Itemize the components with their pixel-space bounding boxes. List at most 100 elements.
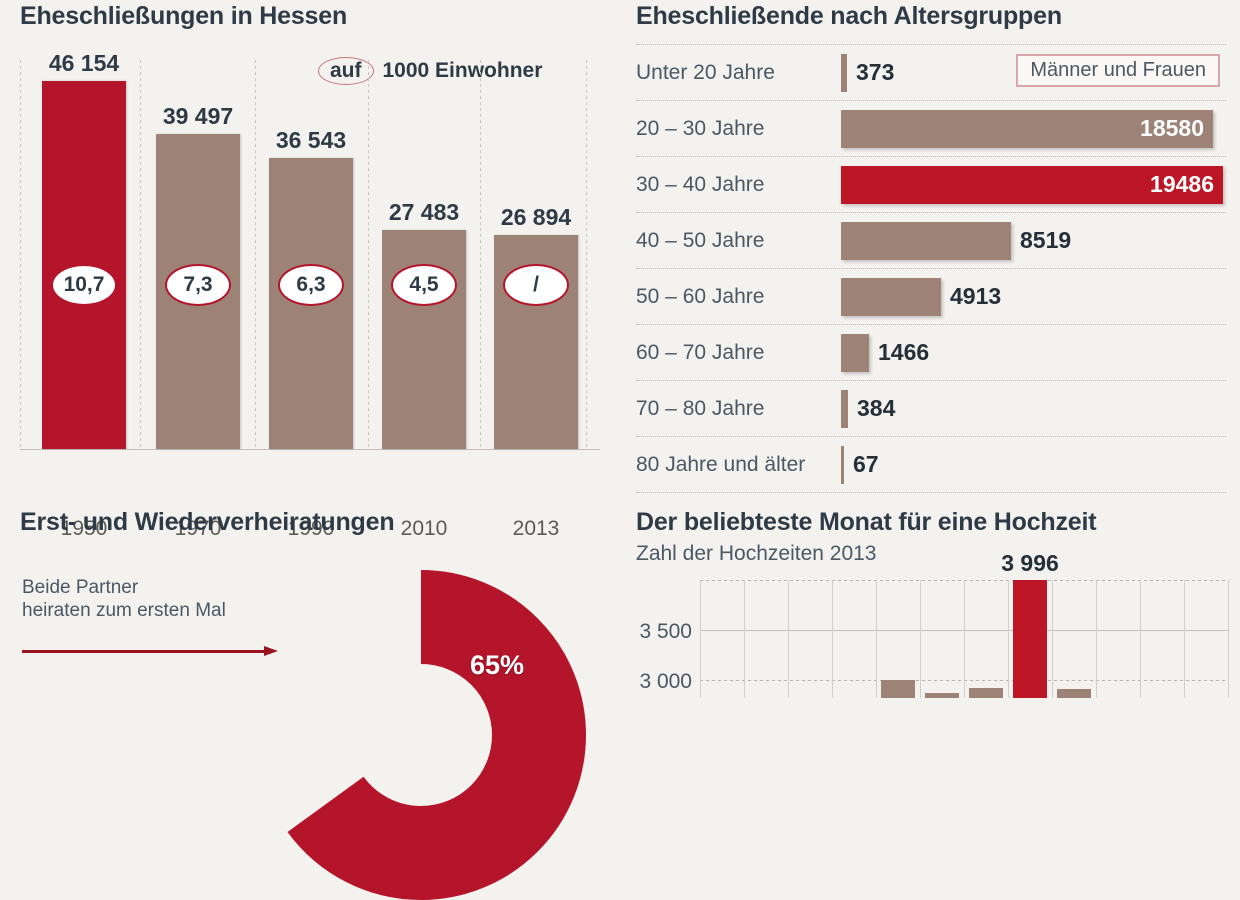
- bar-value-2010: 27 483: [388, 199, 460, 225]
- rate-bubble-2013: /: [503, 264, 569, 306]
- remarriage-donut-chart: [256, 570, 586, 900]
- bar-group: 46 154 10,7 1950: [42, 50, 126, 540]
- row-bar-area: 1466: [841, 325, 1226, 380]
- per-1000-text: 1000 Einwohner: [382, 59, 543, 82]
- rate-bubble-1950: 10,7: [51, 264, 117, 306]
- row-label: 70 – 80 Jahre: [636, 396, 765, 420]
- row-label: 50 – 60 Jahre: [636, 284, 765, 308]
- agegroups-table: Unter 20 Jahre 373 Männer und Frauen 20 …: [636, 44, 1226, 493]
- rate-bubble-1990: 6,3: [278, 264, 344, 306]
- month-bar-7: [969, 688, 1003, 698]
- row-bar: 18580: [841, 109, 1213, 148]
- bar-group: 27 483 4,5 2010: [382, 59, 466, 540]
- row-bar: [841, 389, 848, 428]
- bar-group: 36 543 6,3 1990: [269, 59, 353, 540]
- gridline: [1228, 580, 1229, 698]
- table-row: 20 – 30 Jahre 18580: [636, 100, 1226, 156]
- bar-label-1950: 1950: [60, 517, 108, 540]
- gridline: [744, 580, 745, 698]
- marriages-plot: 46 154 10,7 1950 39 497 7,3 1970 36 543 …: [20, 50, 600, 540]
- table-row: 30 – 40 Jahre 19486: [636, 156, 1226, 212]
- month-bar-8-highlight: [1013, 580, 1047, 698]
- row-bar-area: 373 Männer und Frauen: [841, 45, 1226, 100]
- gridline: [832, 580, 833, 698]
- row-value: 4913: [950, 283, 1002, 309]
- row-label: 20 – 30 Jahre: [636, 116, 765, 140]
- table-row: 40 – 50 Jahre 8519: [636, 212, 1226, 268]
- row-value: 18580: [1140, 115, 1204, 141]
- month-subtitle: Zahl der Hochzeiten 2013: [636, 542, 877, 565]
- row-bar: [841, 53, 847, 92]
- bar-group: 26 894 / 2013: [494, 59, 578, 540]
- row-label: 80 Jahre und älter: [636, 452, 806, 476]
- month-plot: 3 500 3 000 3 996: [639, 550, 1229, 698]
- gridline: [1184, 580, 1185, 698]
- row-bar: [841, 221, 1011, 260]
- month-title: Der beliebteste Monat für eine Hochzeit: [636, 508, 1097, 536]
- auf-oval-label: auf: [318, 57, 374, 85]
- row-bar-highlight: 19486: [841, 165, 1223, 204]
- donut-percent-label: 65%: [470, 650, 525, 680]
- month-bar-6: [925, 693, 959, 698]
- gridline: [700, 580, 701, 698]
- caption-line-1: Beide Partner: [22, 577, 139, 598]
- gridline: [1140, 580, 1141, 698]
- gridline: [368, 60, 369, 450]
- bar-label-2013: 2013: [512, 517, 560, 540]
- month-bar-5: [881, 680, 915, 698]
- bar-label-2010: 2010: [400, 517, 448, 540]
- bar-value-1950: 46 154: [48, 50, 120, 76]
- agegroups-panel: Eheschließende nach Altersgruppen Unter …: [622, 0, 1240, 500]
- table-row: 60 – 70 Jahre 1466: [636, 324, 1226, 380]
- row-bar-area: 8519: [841, 213, 1226, 268]
- table-row: 80 Jahre und älter 67: [636, 436, 1226, 493]
- bar-value-1970: 39 497: [162, 103, 234, 129]
- row-value: 373: [856, 59, 895, 85]
- row-label: 30 – 40 Jahre: [636, 172, 765, 196]
- legend-badge: Männer und Frauen: [1016, 54, 1220, 87]
- gridline: [586, 60, 587, 450]
- gridline: [140, 60, 141, 450]
- row-label: Unter 20 Jahre: [636, 60, 775, 84]
- rate-bubble-1970: 7,3: [165, 264, 231, 306]
- bar-value-2013: 26 894: [500, 204, 572, 230]
- gridline: [20, 60, 21, 450]
- remarriage-caption: Beide Partner heiraten zum ersten Mal: [22, 576, 226, 622]
- row-value: 67: [853, 451, 879, 477]
- caption-line-2: heiraten zum ersten Mal: [22, 600, 226, 622]
- bar-group: 39 497 7,3 1970: [156, 59, 240, 540]
- gridline: [255, 60, 256, 450]
- table-row: Unter 20 Jahre 373 Männer und Frauen: [636, 44, 1226, 100]
- row-value: 1466: [878, 339, 930, 365]
- row-value: 384: [857, 395, 896, 421]
- row-value: 8519: [1020, 227, 1072, 253]
- row-bar-area: 67: [841, 437, 1226, 492]
- row-label: 60 – 70 Jahre: [636, 340, 765, 364]
- row-bar-area: 384: [841, 381, 1226, 436]
- marriages-panel: Eheschließungen in Hessen auf 1000 Einwo…: [0, 0, 620, 540]
- remarriage-title: Erst- und Wiederverheiratungen: [20, 508, 395, 536]
- gridline: [964, 580, 965, 698]
- bar-label-1970: 1970: [174, 517, 222, 540]
- table-row: 70 – 80 Jahre 384: [636, 380, 1226, 436]
- row-bar-area: 18580: [841, 101, 1226, 156]
- month-panel: Der beliebteste Monat für eine Hochzeit …: [622, 498, 1240, 698]
- gridline: [876, 580, 877, 698]
- agegroups-title: Eheschließende nach Altersgruppen: [636, 2, 1062, 30]
- rate-bubble-2010: 4,5: [391, 264, 457, 306]
- gridline: [480, 60, 481, 450]
- row-value: 19486: [1150, 171, 1214, 197]
- row-label: 40 – 50 Jahre: [636, 228, 765, 252]
- ytick-3500: 3 500: [639, 620, 692, 643]
- bar-label-1990: 1990: [287, 517, 335, 540]
- month-bar-value-highlight: 3 996: [1001, 550, 1059, 576]
- gridline: [920, 580, 921, 698]
- row-bar: [841, 277, 941, 316]
- pointer-arrow-icon: [22, 646, 280, 656]
- gridline: [1096, 580, 1097, 698]
- table-row: 50 – 60 Jahre 4913: [636, 268, 1226, 324]
- row-bar: [841, 333, 869, 372]
- row-bar-area: 4913: [841, 269, 1226, 324]
- gridline: [1008, 580, 1009, 698]
- axis-baseline: [20, 449, 600, 450]
